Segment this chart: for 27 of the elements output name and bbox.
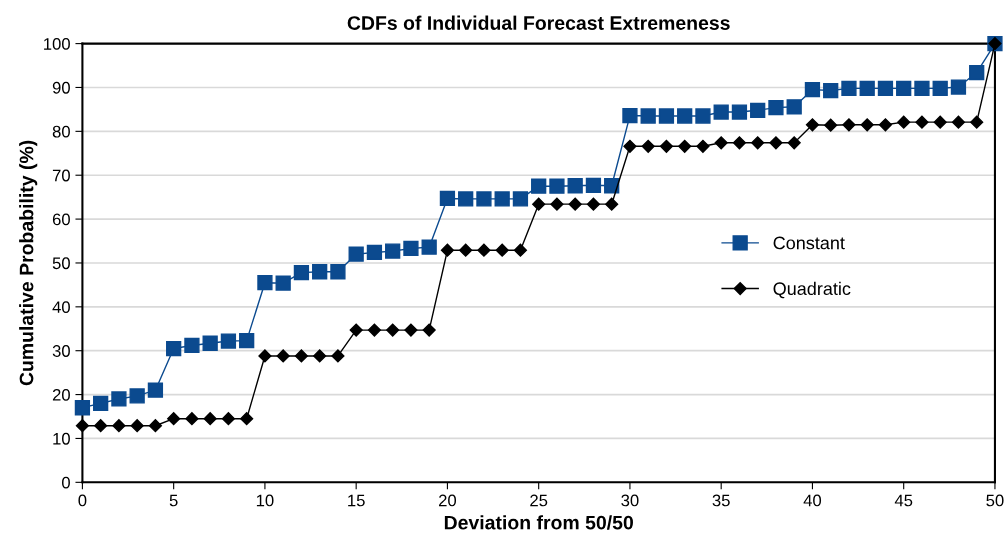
x-tick-label: 5 <box>169 494 178 507</box>
y-tick-label: 0 <box>61 476 70 489</box>
y-tick-label: 90 <box>52 81 70 94</box>
x-tick-label: 50 <box>986 494 1004 507</box>
y-tick-label: 70 <box>52 169 70 182</box>
x-tick-label: 45 <box>894 494 913 507</box>
y-tick-label: 50 <box>52 257 70 270</box>
x-tick-label: 10 <box>256 494 274 507</box>
y-tick-label: 100 <box>44 38 70 50</box>
x-tick-label: 0 <box>78 494 87 507</box>
x-tick-label: 35 <box>712 494 730 507</box>
x-axis-title: Deviation from 50/50 <box>444 515 633 530</box>
x-tick-label: 20 <box>439 494 457 507</box>
y-axis-title: Cumulative Probability (%) <box>19 140 38 386</box>
x-tick-label: 40 <box>803 494 822 507</box>
y-tick-label: 60 <box>52 213 70 226</box>
y-tick-label: 40 <box>52 301 70 314</box>
x-tick-label: 25 <box>530 494 548 507</box>
legend-label: Quadratic <box>773 281 851 299</box>
y-tick-label: 10 <box>53 432 70 445</box>
y-tick-label: 20 <box>52 388 70 401</box>
legend-label: Constant <box>773 236 845 250</box>
x-tick-label: 30 <box>621 494 639 507</box>
x-tick-label: 15 <box>348 494 365 507</box>
y-tick-label: 30 <box>52 345 70 357</box>
chart-title: CDFs of Individual Forecast Extremeness <box>347 15 730 30</box>
y-tick-label: 80 <box>52 125 70 138</box>
